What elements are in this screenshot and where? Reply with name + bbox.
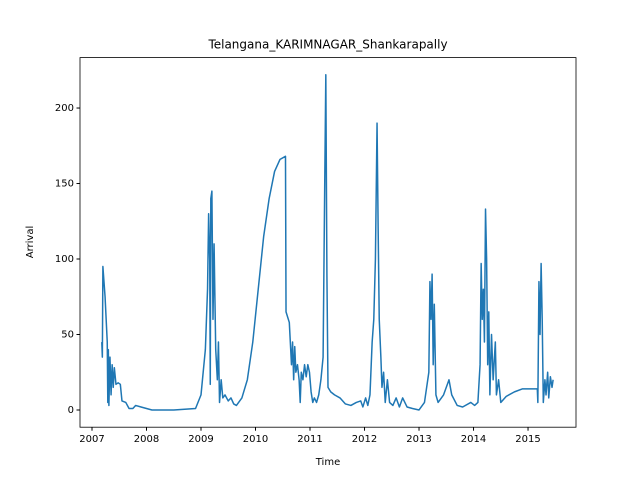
x-tick-label: 2007: [79, 434, 104, 445]
x-tick-label: 2015: [515, 434, 540, 445]
y-tick-label: 150: [55, 179, 74, 190]
x-tick-label: 2014: [461, 434, 486, 445]
x-tick-label: 2012: [352, 434, 377, 445]
y-tick-label: 50: [61, 329, 74, 340]
y-axis-label: Arrival: [25, 226, 36, 259]
x-tick-label: 2010: [243, 434, 268, 445]
x-tick-label: 2009: [188, 434, 213, 445]
x-axis-label: Time: [315, 457, 340, 468]
plot-frame: [79, 57, 577, 428]
x-tick-label: 2013: [406, 434, 431, 445]
data-line: [101, 74, 554, 411]
y-tick-label: 0: [68, 405, 74, 416]
x-tick-label: 2008: [134, 434, 159, 445]
y-tick-label: 200: [55, 103, 74, 114]
chart-title: Telangana_KARIMNAGAR_Shankarapally: [207, 38, 447, 52]
y-tick-label: 100: [55, 254, 74, 265]
x-tick-label: 2011: [297, 434, 322, 445]
